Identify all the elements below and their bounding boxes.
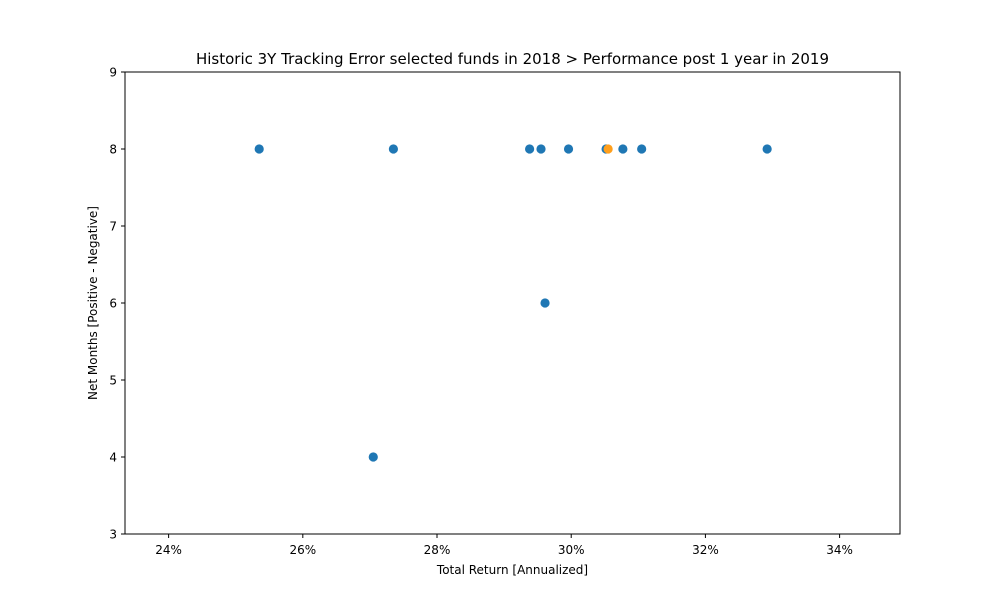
data-point-series-1 xyxy=(368,452,378,462)
y-tick-label: 7 xyxy=(109,220,117,234)
plot-frame xyxy=(124,71,901,535)
x-axis: 24% 26% 28% 30% 32% 34% xyxy=(155,534,853,557)
x-tick-label: 32% xyxy=(692,543,719,557)
data-points xyxy=(254,144,772,462)
data-point-series-1 xyxy=(525,144,535,154)
data-point-series-1 xyxy=(536,144,546,154)
y-tick-label: 6 xyxy=(109,297,117,311)
data-point-series-2 xyxy=(603,144,613,154)
data-point-series-1 xyxy=(563,144,574,154)
y-tick-label: 4 xyxy=(109,451,117,465)
x-axis-label: Total Return [Annualized] xyxy=(436,563,588,577)
x-tick-label: 34% xyxy=(826,543,853,557)
y-tick-label: 8 xyxy=(109,143,117,157)
x-tick-label: 30% xyxy=(558,543,585,557)
y-tick-label: 3 xyxy=(109,528,117,542)
data-point-series-1 xyxy=(388,144,398,154)
x-tick-label: 28% xyxy=(424,543,451,557)
y-axis-label: Net Months [Positive - Negative] xyxy=(86,206,100,400)
data-point-series-1 xyxy=(540,298,550,308)
data-point-series-1 xyxy=(762,144,772,154)
data-point-series-1 xyxy=(637,144,647,154)
x-tick-label: 24% xyxy=(155,543,182,557)
data-point-series-1 xyxy=(254,144,264,154)
chart-title: Historic 3Y Tracking Error selected fund… xyxy=(196,50,829,68)
y-axis: 3 4 5 6 7 8 9 xyxy=(109,66,125,542)
x-tick-label: 26% xyxy=(289,543,316,557)
plot-area xyxy=(125,72,900,534)
data-point-series-1 xyxy=(618,144,628,154)
y-tick-label: 9 xyxy=(109,66,117,80)
y-tick-label: 5 xyxy=(109,374,117,388)
